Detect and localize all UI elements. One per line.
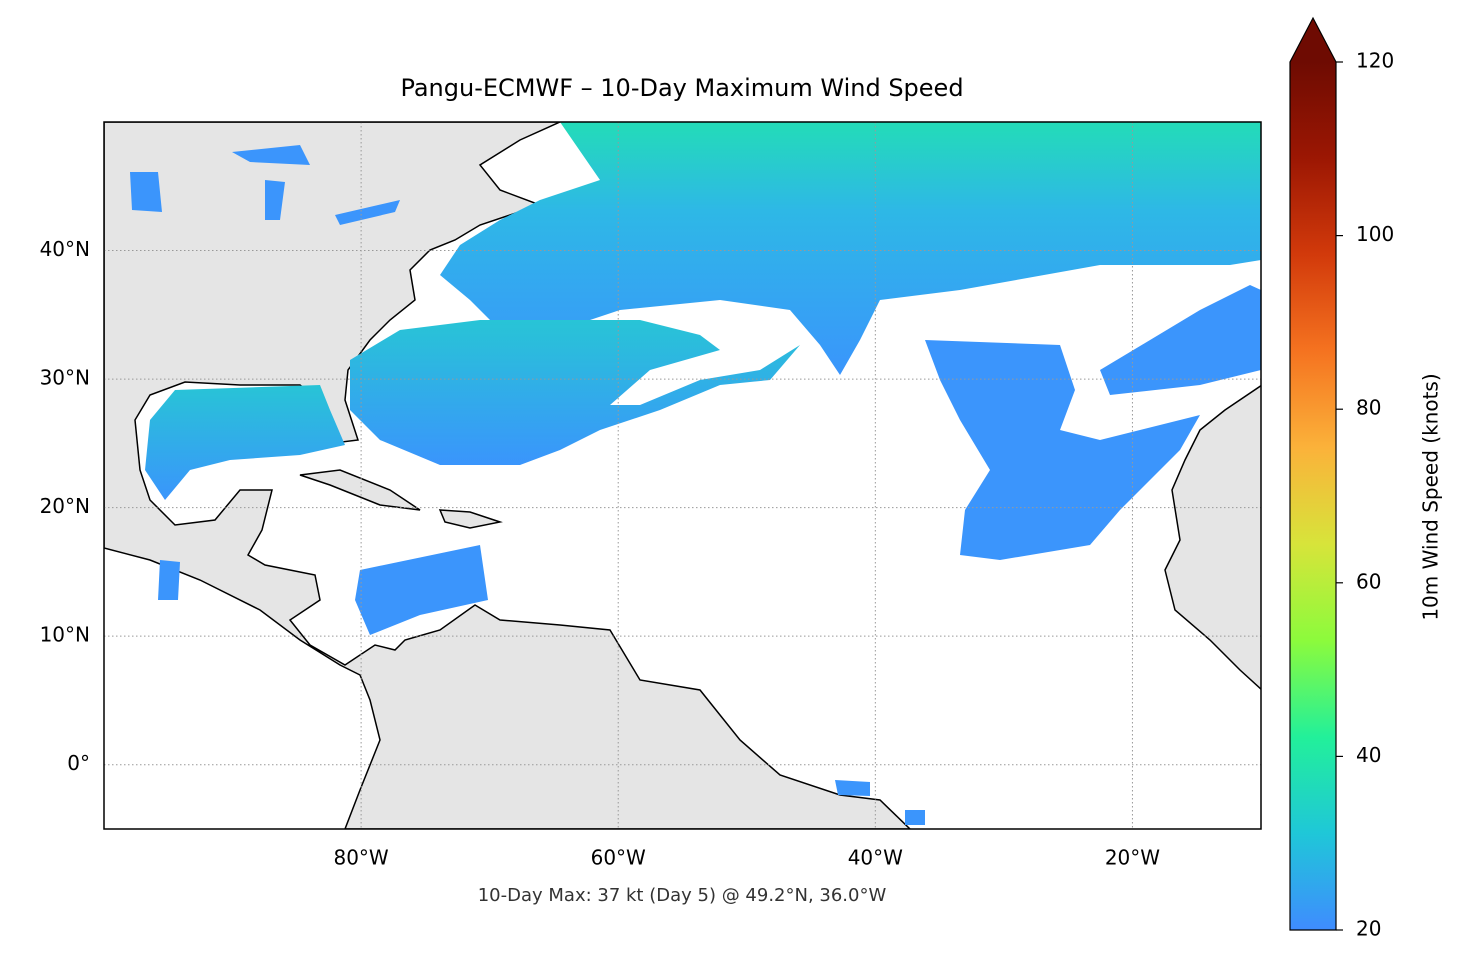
map (104, 122, 1261, 829)
x-tick-label: 80°W (333, 846, 388, 870)
land (104, 122, 912, 829)
wind-field (440, 122, 1261, 375)
wind-field (1100, 285, 1261, 395)
plot-frame (103, 121, 1262, 830)
cuba (299, 469, 421, 511)
colorbar-tick-label: 120 (1356, 49, 1394, 73)
colorbar-label: 10m Wind Speed (knots) (1419, 373, 1443, 620)
chart-title: Pangu-ECMWF – 10-Day Maximum Wind Speed (400, 74, 963, 102)
colorbar (1290, 62, 1336, 930)
wind-field (925, 340, 1200, 560)
colorbar-tick-label: 100 (1356, 222, 1394, 246)
colorbar-tick-label: 20 (1356, 917, 1381, 941)
axes (104, 122, 1261, 829)
x-tick-label: 40°W (848, 846, 903, 870)
colorbar-frame (1289, 16, 1337, 931)
colorbar-tick-label: 40 (1356, 743, 1381, 767)
colorbar-extend (1290, 18, 1336, 62)
africa (1164, 384, 1261, 691)
y-tick-label: 20°N (40, 494, 90, 518)
y-tick-label: 30°N (40, 366, 90, 390)
x-tick-label: 20°W (1105, 846, 1160, 870)
wind-field (145, 385, 345, 500)
colorbar-tick-label: 80 (1356, 396, 1381, 420)
y-tick-label: 40°N (40, 237, 90, 261)
y-tick-label: 10°N (40, 623, 90, 647)
colorbar-tick-label: 60 (1356, 569, 1381, 593)
annotation: 10-Day Max: 37 kt (Day 5) @ 49.2°N, 36.0… (478, 885, 887, 906)
y-tick-label: 0° (67, 751, 90, 775)
x-tick-label: 60°W (591, 846, 646, 870)
wind-field (350, 320, 800, 465)
hispaniola (438, 509, 503, 529)
wind-field (355, 545, 488, 635)
